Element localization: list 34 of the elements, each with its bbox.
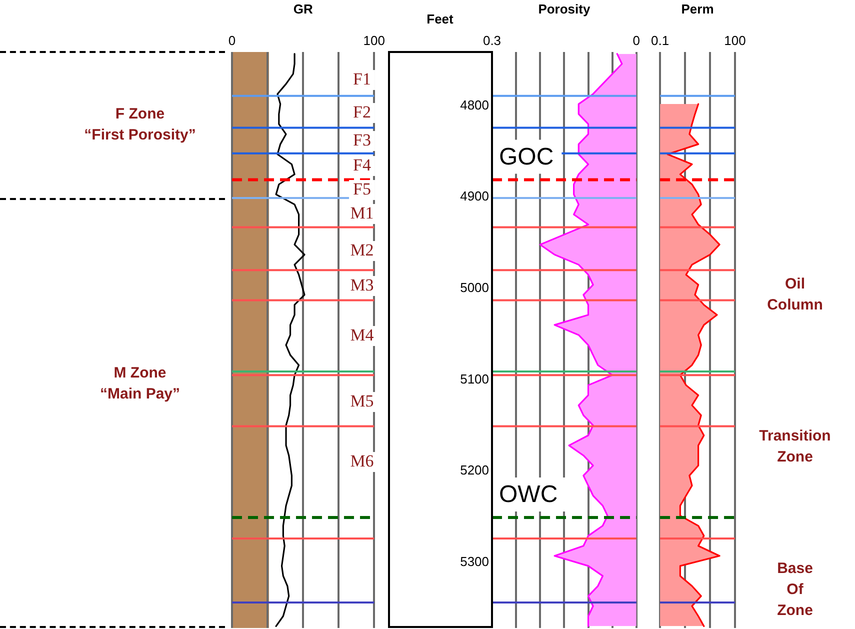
y-tick-label: 5000: [460, 280, 489, 296]
y-tick-label: 5300: [460, 554, 489, 569]
y-tick-label: 5100: [460, 371, 489, 386]
annotation: F5: [353, 179, 371, 198]
annotation: M1: [350, 203, 374, 222]
annotation: M2: [350, 240, 374, 260]
annotation: M6: [350, 451, 374, 470]
annotation: F1: [353, 69, 371, 88]
annotation: M4: [350, 325, 374, 344]
ref-line-label: GOC: [499, 143, 554, 170]
x-axis-title: Porosity: [538, 1, 591, 16]
ref-line-label: OWC: [499, 481, 558, 508]
y-tick-label: 5200: [460, 462, 489, 478]
annotation: F3: [353, 130, 371, 150]
text: Oil Column: [767, 276, 823, 314]
text: Base Of Zone: [777, 560, 813, 620]
annotation: M5: [350, 391, 374, 410]
y-tick-label: 4800: [460, 97, 489, 112]
text: Transition Zone: [759, 428, 831, 466]
text: M Zone “Main Pay”: [100, 364, 180, 403]
annotation: F2: [353, 102, 371, 122]
text: F Zone “First Porosity”: [84, 106, 196, 144]
y-tick-label: 4900: [460, 188, 489, 204]
x-tick-label: 0: [632, 32, 640, 48]
x-tick-label: 0.3: [482, 32, 502, 48]
x-tick-label: 100: [724, 32, 746, 48]
annotation: F4: [353, 155, 372, 174]
y-axis-title: Feet: [426, 12, 454, 27]
x-tick-label: 100: [363, 32, 386, 48]
x-tick-label: 0: [228, 32, 236, 48]
x-axis-title: GR: [293, 1, 314, 16]
x-tick-label: 0.1: [650, 32, 670, 48]
annotation: M3: [350, 275, 374, 294]
x-axis-title: Perm: [681, 1, 714, 16]
